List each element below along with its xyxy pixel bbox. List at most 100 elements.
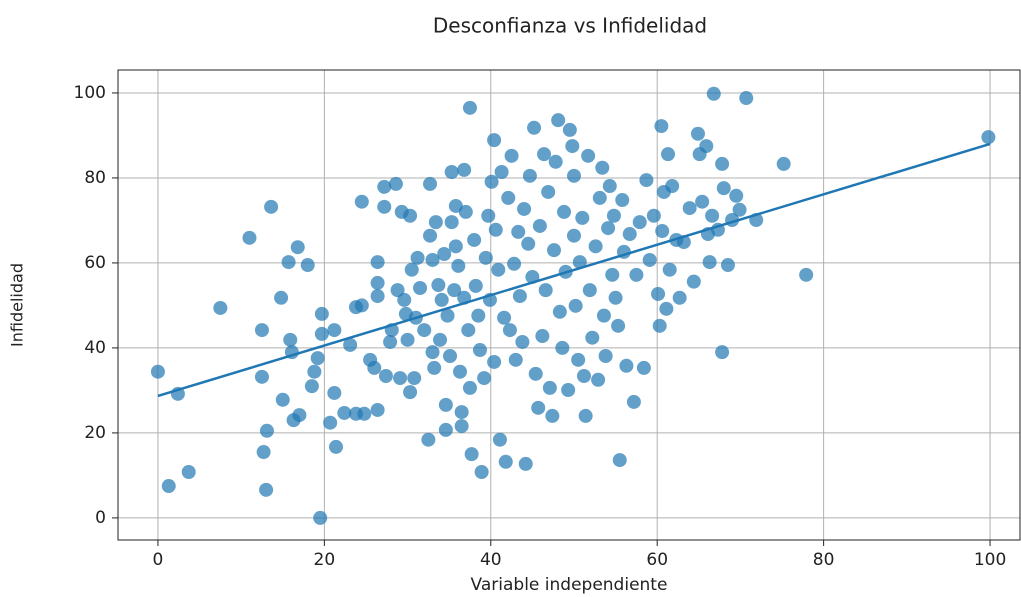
point — [695, 194, 710, 209]
point — [522, 168, 537, 183]
point — [511, 224, 526, 239]
point — [629, 267, 644, 282]
point — [383, 334, 398, 349]
point — [428, 215, 443, 230]
point — [481, 208, 496, 223]
point — [421, 432, 436, 447]
point — [256, 445, 271, 460]
point — [578, 408, 593, 423]
point — [393, 371, 408, 386]
point — [502, 323, 517, 338]
point — [329, 439, 344, 454]
point — [403, 385, 418, 400]
point — [314, 306, 329, 321]
y-tick-label: 100 — [74, 83, 106, 103]
point — [213, 300, 228, 315]
point — [300, 258, 315, 273]
point — [440, 308, 455, 323]
point — [596, 308, 611, 323]
point — [242, 230, 257, 245]
point — [275, 392, 290, 407]
point — [487, 133, 502, 148]
point — [572, 255, 587, 270]
point — [528, 366, 543, 381]
point — [370, 289, 385, 304]
point — [403, 208, 418, 223]
point — [512, 289, 527, 304]
point — [521, 236, 536, 251]
point — [464, 447, 479, 462]
point — [507, 256, 522, 271]
point — [307, 364, 322, 379]
point — [427, 360, 442, 375]
point — [357, 406, 372, 421]
point — [527, 120, 542, 135]
point — [619, 358, 634, 373]
point — [461, 323, 476, 338]
point — [612, 453, 627, 468]
point — [557, 204, 572, 219]
point — [702, 255, 717, 270]
point — [715, 156, 730, 171]
point — [705, 208, 720, 223]
point — [555, 340, 570, 355]
point — [478, 250, 493, 265]
point — [433, 332, 448, 347]
point — [447, 283, 462, 298]
y-tick-label: 20 — [84, 423, 106, 443]
point — [690, 126, 705, 141]
point — [552, 304, 567, 319]
point — [535, 329, 550, 344]
point — [437, 247, 452, 262]
point — [565, 139, 580, 154]
point — [504, 148, 519, 163]
point — [605, 267, 620, 282]
y-axis-label: Infidelidad — [8, 263, 27, 347]
point — [654, 119, 669, 134]
point — [274, 290, 289, 305]
point — [467, 232, 482, 247]
point — [423, 176, 438, 191]
plot-frame — [117, 69, 1021, 541]
point — [601, 221, 616, 236]
point — [595, 160, 610, 175]
point — [378, 368, 393, 383]
point — [498, 454, 513, 469]
point — [576, 368, 591, 383]
point — [388, 176, 403, 191]
point — [304, 379, 319, 394]
point — [281, 255, 296, 270]
point — [370, 275, 385, 290]
point — [327, 385, 342, 400]
point — [407, 371, 422, 386]
point — [662, 262, 677, 277]
point — [716, 181, 731, 196]
point — [457, 162, 472, 177]
point — [283, 332, 298, 347]
point — [592, 190, 607, 205]
point — [323, 415, 338, 430]
point — [608, 290, 623, 305]
point — [632, 215, 647, 230]
point — [462, 100, 477, 115]
point — [494, 164, 509, 179]
x-tick-label: 60 — [646, 550, 668, 570]
chart-title: Desconfianza vs Infidelidad — [433, 14, 707, 38]
y-tick-label: 60 — [84, 253, 106, 273]
point — [517, 201, 532, 216]
point — [659, 301, 674, 316]
x-tick-label: 100 — [974, 550, 1006, 570]
x-tick-label: 40 — [480, 550, 502, 570]
y-tick-label: 0 — [95, 508, 106, 528]
point — [508, 352, 523, 367]
point — [531, 400, 546, 415]
point — [425, 345, 440, 360]
point — [181, 465, 196, 480]
point — [292, 408, 307, 423]
point — [566, 228, 581, 243]
point — [454, 419, 469, 434]
point — [431, 278, 446, 293]
point — [452, 364, 467, 379]
point — [425, 252, 440, 267]
point — [537, 147, 552, 162]
